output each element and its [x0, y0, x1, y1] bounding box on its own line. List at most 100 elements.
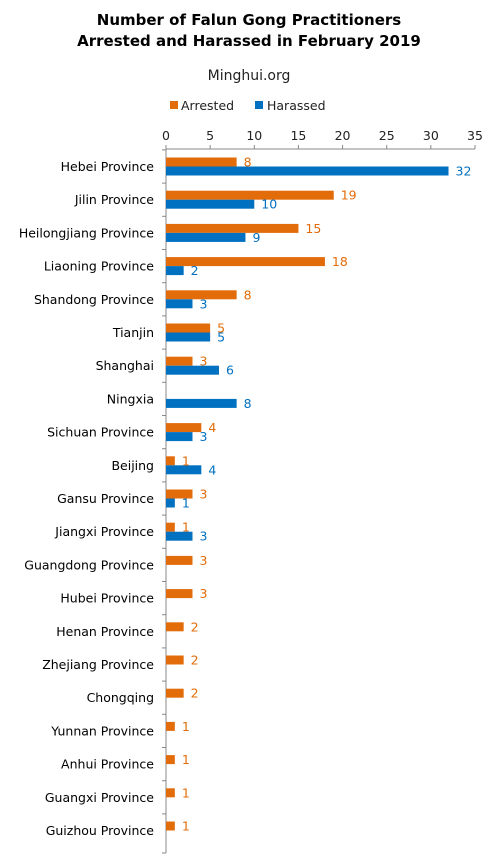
bar-arrested: [166, 190, 334, 200]
bar-arrested: [166, 456, 175, 466]
data-label-arrested: 1: [182, 785, 190, 800]
bar-harassed: [166, 531, 193, 541]
data-label-arrested: 1: [182, 453, 190, 468]
category-label: Heilongjiang Province: [19, 225, 154, 240]
data-label-arrested: 8: [244, 287, 252, 302]
bar-harassed: [166, 365, 219, 375]
category-label: Zhejiang Province: [42, 657, 154, 672]
bar-harassed: [166, 432, 193, 442]
data-label-arrested: 5: [217, 321, 225, 336]
bar-arrested: [166, 356, 193, 366]
data-label-harassed: 3: [199, 429, 207, 444]
data-label-arrested: 3: [199, 586, 207, 601]
data-label-arrested: 2: [191, 653, 199, 668]
bar-arrested: [166, 223, 299, 233]
data-label-arrested: 2: [191, 619, 199, 634]
bar-harassed: [166, 199, 255, 209]
bar-arrested: [166, 755, 175, 765]
legend-label-harassed: Harassed: [267, 98, 326, 113]
bar-harassed: [166, 498, 175, 508]
data-label-arrested: 18: [332, 254, 348, 269]
bar-arrested: [166, 655, 184, 665]
legend: Arrested Harassed: [170, 98, 326, 113]
category-label: Liaoning Province: [44, 259, 154, 274]
category-labels: Hebei Province Jilin Province Heilongjiang…: [19, 159, 154, 838]
bar-harassed: [166, 398, 237, 408]
chart-title-line-1: Number of Falun Gong Practitioners: [97, 11, 401, 29]
data-label-arrested: 3: [199, 553, 207, 568]
bar-arrested: [166, 788, 175, 798]
category-label: Gansu Province: [57, 491, 154, 506]
data-label-harassed: 2: [191, 263, 199, 278]
data-label-harassed: 8: [244, 396, 252, 411]
category-label: Chongqing: [87, 690, 154, 705]
bar-arrested: [166, 821, 175, 831]
category-label: Jiangxi Province: [54, 524, 154, 539]
x-tick-label: 25: [379, 128, 395, 143]
data-label-arrested: 15: [305, 221, 321, 236]
x-tick-label: 15: [290, 128, 306, 143]
data-label-harassed: 1: [182, 496, 190, 511]
bar-arrested: [166, 522, 175, 532]
bar-arrested: [166, 721, 175, 731]
bar-harassed: [166, 299, 193, 309]
x-tick-label: 10: [246, 128, 262, 143]
data-label-harassed: 6: [226, 363, 234, 378]
data-label-harassed: 32: [456, 164, 472, 179]
data-label-harassed: 3: [199, 296, 207, 311]
bar-arrested: [166, 290, 237, 300]
category-label: Sichuan Province: [47, 425, 154, 440]
bar-harassed: [166, 166, 449, 176]
bar-arrested: [166, 622, 184, 632]
x-tick-label: 20: [335, 128, 351, 143]
data-label-arrested: 1: [182, 520, 190, 535]
category-label: Guangdong Province: [24, 557, 154, 572]
category-label: Shandong Province: [34, 292, 154, 307]
category-label: Henan Province: [56, 624, 154, 639]
bar-arrested: [166, 489, 193, 499]
category-label: Guangxi Province: [45, 790, 154, 805]
data-label-harassed: 5: [217, 330, 225, 345]
category-label: Tianjin: [112, 325, 154, 340]
bars: [166, 157, 449, 831]
bar-harassed: [166, 332, 211, 342]
category-label: Ningxia: [107, 391, 154, 406]
x-tick-label: 0: [162, 128, 170, 143]
legend-label-arrested: Arrested: [181, 98, 234, 113]
data-label-arrested: 19: [341, 188, 357, 203]
data-label-arrested: 4: [208, 420, 216, 435]
category-label: Hebei Province: [61, 159, 155, 174]
data-label-arrested: 2: [191, 686, 199, 701]
bar-arrested: [166, 257, 325, 267]
category-label: Shanghai: [96, 358, 154, 373]
data-label-harassed: 10: [261, 197, 277, 212]
category-label: Yunnan Province: [50, 723, 154, 738]
x-tick-label: 5: [206, 128, 214, 143]
data-label-arrested: 3: [199, 354, 207, 369]
bar-harassed: [166, 465, 202, 475]
x-tick-label: 30: [423, 128, 439, 143]
category-label: Beijing: [111, 458, 154, 473]
chart-title-line-2: Arrested and Harassed in February 2019: [77, 32, 421, 50]
data-label-arrested: 8: [244, 155, 252, 170]
data-label-harassed: 4: [208, 462, 216, 477]
data-label-arrested: 1: [182, 719, 190, 734]
bar-arrested: [166, 555, 193, 565]
data-label-arrested: 1: [182, 819, 190, 834]
category-label: Guizhou Province: [46, 823, 155, 838]
bar-arrested: [166, 688, 184, 698]
chart-subtitle: Minghui.org: [208, 68, 291, 84]
data-label-arrested: 1: [182, 752, 190, 767]
bar-harassed: [166, 232, 246, 242]
data-label-harassed: 3: [199, 529, 207, 544]
bar-harassed: [166, 266, 184, 276]
bar-arrested: [166, 589, 193, 599]
category-label: Jilin Province: [74, 192, 154, 207]
x-tick-label: 35: [467, 128, 483, 143]
data-label-arrested: 3: [199, 487, 207, 502]
legend-swatch-arrested: [170, 101, 178, 109]
bar-arrested: [166, 157, 237, 167]
category-label: Hubei Province: [60, 591, 154, 606]
